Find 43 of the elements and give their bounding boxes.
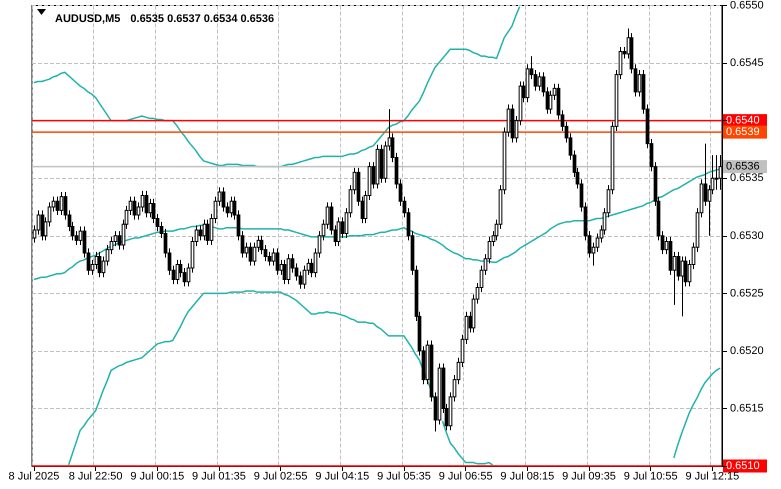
candlestick <box>248 242 252 266</box>
candlestick <box>60 192 64 216</box>
candlestick <box>40 210 44 241</box>
ref-line-label: 0.6510 <box>726 460 760 472</box>
candlestick <box>206 219 210 246</box>
x-tick-label: 9 Jul 06:55 <box>438 470 493 482</box>
candlestick <box>714 154 718 190</box>
ref-line-label: 0.6539 <box>726 126 760 138</box>
line-series <box>673 367 721 459</box>
y-tick-label: 0.6515 <box>730 402 764 414</box>
candlestick <box>282 259 286 285</box>
x-tick-label: 9 Jul 04:15 <box>315 470 370 482</box>
candlestick <box>132 196 136 220</box>
x-tick-label: 9 Jul 10:55 <box>624 470 678 482</box>
candlestick <box>286 254 290 285</box>
x-tick-label: 9 Jul 01:35 <box>192 470 246 482</box>
candlestick <box>336 216 340 247</box>
x-tick-label: 9 Jul 08:15 <box>500 470 554 482</box>
candlestick <box>56 196 60 216</box>
y-tick-label: 0.6530 <box>730 230 764 242</box>
y-tick-label: 0.6545 <box>730 57 764 70</box>
text: AUDUSD,M5 <box>55 13 120 25</box>
text: 0.6535 0.6537 0.6534 0.6536 <box>130 13 274 25</box>
x-tick-label: 8 Jul 2025 <box>8 470 60 482</box>
candlestick <box>144 190 148 218</box>
x-tick-label: 9 Jul 02:55 <box>254 470 308 482</box>
x-tick-label: 9 Jul 09:35 <box>562 470 616 482</box>
candlestick <box>198 224 202 241</box>
y-tick-label: 0.6535 <box>730 172 764 184</box>
x-tick-label: 8 Jul 22:50 <box>68 470 123 482</box>
x-tick-label: 9 Jul 00:15 <box>130 470 184 482</box>
ref-line-label: 0.6540 <box>726 114 760 127</box>
y-tick-label: 0.6525 <box>730 287 764 300</box>
candlestick <box>98 251 102 278</box>
line-series <box>33 6 520 168</box>
candlestick <box>538 72 542 92</box>
ref-line-label: 0.6536 <box>726 160 760 173</box>
y-tick-label: 0.6550 <box>730 0 764 12</box>
x-tick-label: 9 Jul 12:15 <box>685 470 740 482</box>
candlestick <box>176 259 180 285</box>
candlestick <box>276 248 280 276</box>
x-tick-label: 9 Jul 05:35 <box>377 470 431 482</box>
y-tick-label: 0.6520 <box>730 344 764 357</box>
